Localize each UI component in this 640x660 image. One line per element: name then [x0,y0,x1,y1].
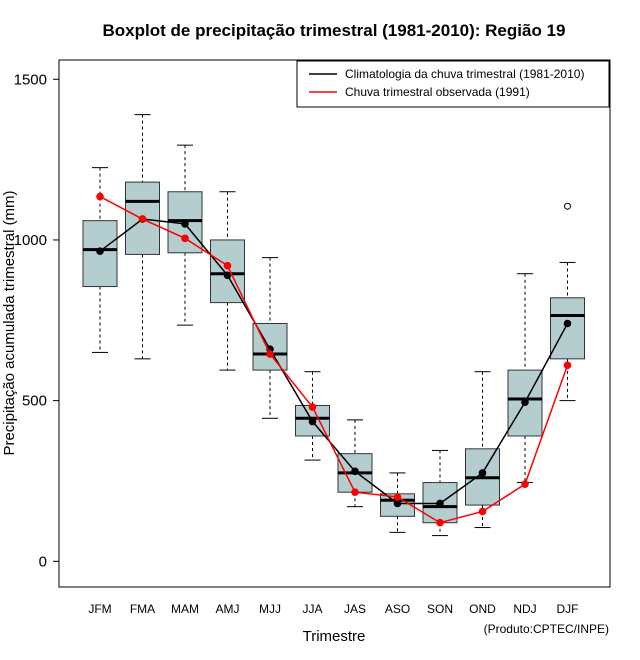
x-tick-label: JJA [302,602,322,616]
x-axis: JFM FMA MAM AMJ MJJ JJA JAS ASO SON OND NDJ DJF [88,602,578,616]
legend: Climatologia da chuva trimestral (1981-2… [296,60,610,108]
x-tick-label: NDJ [513,602,536,616]
observed-point [351,488,359,497]
observed-point [181,234,189,243]
observed-point [393,493,402,501]
climatology-point [96,247,104,255]
boxes [82,114,585,537]
climatology-point [478,469,487,477]
credit-text: (Produto:CPTEC/INPE) [484,622,609,636]
observed-point [436,518,444,527]
x-tick-label: MJJ [259,602,281,616]
observed-point [521,480,529,488]
legend-label-observed: Chuva trimestral observada (1991) [345,85,530,99]
observed-point [266,350,274,358]
legend-box [296,60,610,108]
x-tick-label: FMA [130,602,155,616]
outlier-point [564,202,571,210]
observed-point [223,261,232,270]
x-tick-label: ASO [385,602,410,616]
climatology-point [393,499,402,508]
box-fma [125,114,160,360]
x-tick-label: MAM [171,602,199,616]
box-iqr [550,297,585,360]
climatology-point [308,417,317,426]
observed-point [96,192,104,201]
climatology-point [223,271,232,280]
box-iqr [210,239,245,304]
y-tick-label: 1500 [14,71,47,88]
observed-point [138,215,147,223]
box-djf [550,261,585,402]
observed-point [478,507,487,516]
chart-title: Boxplot de precipitação trimestral (1981… [103,21,566,40]
x-tick-label: JAS [344,602,366,616]
climatology-point [563,319,572,328]
climatology-point [521,398,529,407]
x-axis-label: Trimestre [303,628,366,645]
y-axis-label: Precipitação acumulada trimestral (mm) [1,190,18,455]
box-jja [295,371,330,461]
observed-point [563,361,572,370]
series-lines [96,192,572,527]
legend-label-climatology: Climatologia da chuva trimestral (1981-2… [345,67,584,81]
plot-frame [58,59,611,588]
climatology-point [436,499,444,508]
climatology-line [99,218,569,505]
box-amj [210,191,245,371]
x-tick-label: JFM [88,602,111,616]
box-mjj [252,257,288,419]
x-tick-label: AMJ [216,602,240,616]
observed-point [308,403,317,411]
y-axis: 0 500 1000 1500 [14,71,59,570]
x-tick-label: DJF [557,602,579,616]
climatology-point [351,467,359,476]
climatology-point [181,220,189,228]
y-tick-label: 500 [22,393,47,410]
x-tick-label: OND [469,602,496,616]
x-tick-label: SON [427,602,453,616]
observed-line [99,195,569,524]
box-ond [465,371,500,529]
y-tick-label: 1000 [14,232,47,249]
y-tick-label: 0 [39,553,47,570]
